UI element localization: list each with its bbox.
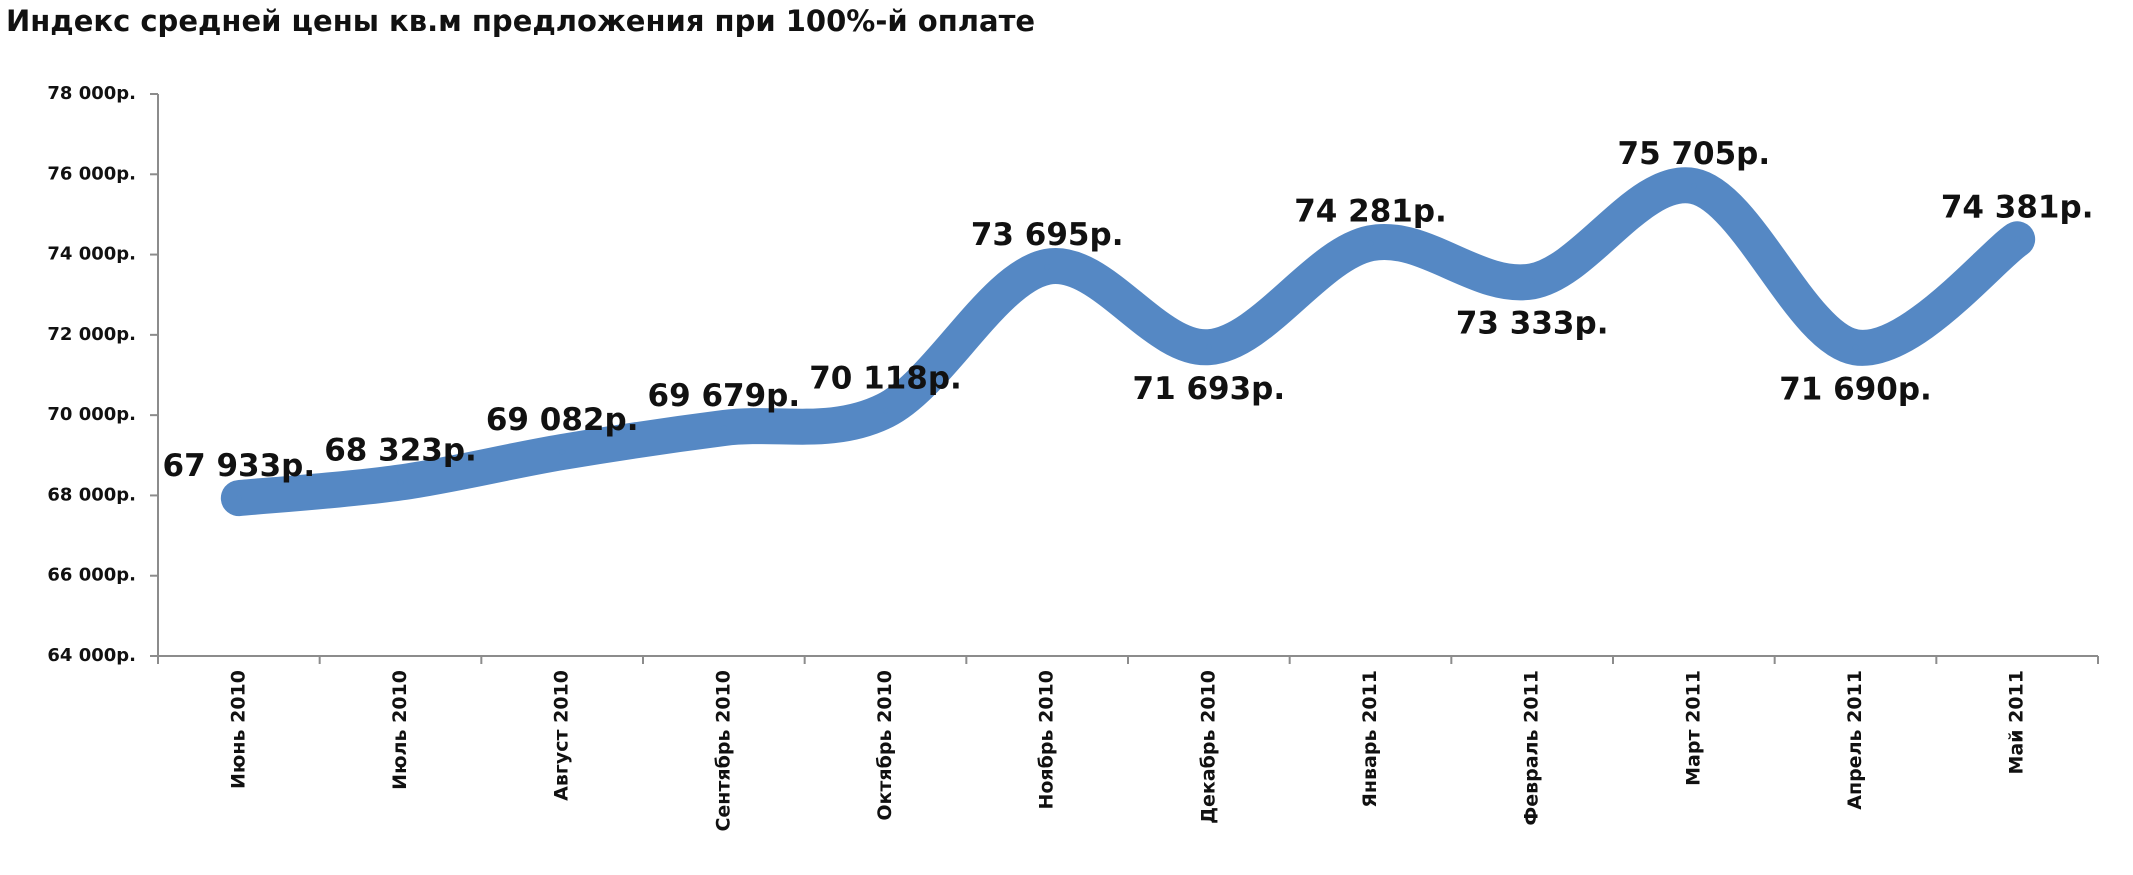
data-label: 75 705р. bbox=[1618, 136, 1771, 172]
data-label: 68 323р. bbox=[324, 432, 477, 468]
data-point bbox=[1205, 344, 1212, 351]
data-labels: 67 933р. 68 323р.69 082р.69 679р. 70 118р.… bbox=[163, 136, 2094, 484]
data-label: 74 381р. bbox=[1941, 189, 2094, 225]
data-point bbox=[882, 407, 889, 414]
y-tick-label: 68 000р. bbox=[47, 484, 136, 505]
data-point bbox=[1852, 344, 1859, 351]
series bbox=[220, 167, 2036, 517]
y-tick-label: 64 000р. bbox=[47, 645, 136, 666]
y-tick-label: 76 000р. bbox=[47, 163, 136, 184]
x-tick-label: Август 2010 bbox=[551, 670, 573, 801]
x-tick-label: Июль 2010 bbox=[389, 670, 411, 790]
data-point bbox=[559, 448, 566, 455]
x-tick-label: Февраль 2011 bbox=[1521, 670, 1543, 826]
chart-title: Индекс средней цены кв.м предложения при… bbox=[6, 4, 1036, 38]
data-label: 71 690р. bbox=[1779, 371, 1932, 407]
data-point bbox=[1367, 240, 1374, 247]
data-point bbox=[1690, 183, 1697, 190]
data-label: 67 933р. bbox=[163, 448, 316, 484]
data-label: 74 281р. bbox=[1294, 193, 1447, 229]
data-point bbox=[1044, 263, 1051, 270]
data-label: 71 693р. bbox=[1133, 371, 1286, 407]
x-tick-label: Май 2011 bbox=[2006, 670, 2028, 775]
data-point bbox=[235, 495, 242, 502]
data-label: 73 333р. bbox=[1456, 305, 1609, 341]
x-tick-label: Ноябрь 2010 bbox=[1036, 670, 1058, 810]
data-point bbox=[720, 425, 727, 432]
data-point bbox=[1529, 278, 1536, 285]
x-tick-label: Март 2011 bbox=[1682, 670, 1704, 786]
data-label: 73 695р. bbox=[971, 217, 1124, 253]
x-tick-label: Апрель 2011 bbox=[1844, 670, 1866, 810]
x-tick-label: Декабрь 2010 bbox=[1197, 670, 1219, 824]
x-tick-label: Сентябрь 2010 bbox=[712, 670, 734, 832]
y-tick-label: 74 000р. bbox=[47, 244, 136, 265]
x-axis: Июнь 2010 Июль 2010 Август 2010 Сентябрь 20… bbox=[157, 655, 2099, 832]
x-tick-label: Июнь 2010 bbox=[227, 670, 249, 789]
x-tick-label: Январь 2011 bbox=[1359, 670, 1381, 808]
series-line bbox=[220, 167, 2036, 517]
data-label: 69 082р. bbox=[486, 402, 639, 438]
x-tick-label: Октябрь 2010 bbox=[874, 670, 896, 821]
y-tick-label: 72 000р. bbox=[47, 324, 136, 345]
data-point bbox=[397, 479, 404, 486]
y-tick-label: 66 000р. bbox=[47, 565, 136, 586]
y-tick-label: 78 000р. bbox=[47, 83, 136, 104]
data-point bbox=[2014, 236, 2021, 243]
y-axis: 64 000р. 66 000р. 68 000р. 70 000р. 72 000р.… bbox=[47, 83, 159, 666]
data-label: 69 679р. bbox=[648, 378, 801, 414]
data-label: 70 118р. bbox=[809, 360, 962, 396]
y-tick-label: 70 000р. bbox=[47, 404, 136, 425]
